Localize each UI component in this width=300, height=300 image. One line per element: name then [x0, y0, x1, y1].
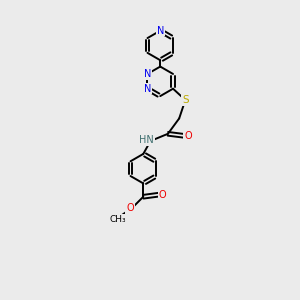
- Text: CH₃: CH₃: [110, 215, 126, 224]
- Text: S: S: [182, 95, 189, 105]
- Text: HN: HN: [140, 135, 154, 145]
- Text: O: O: [159, 190, 166, 200]
- Text: O: O: [126, 203, 134, 213]
- Text: N: N: [157, 26, 164, 36]
- Text: N: N: [144, 69, 151, 79]
- Text: N: N: [144, 84, 151, 94]
- Text: O: O: [184, 131, 192, 141]
